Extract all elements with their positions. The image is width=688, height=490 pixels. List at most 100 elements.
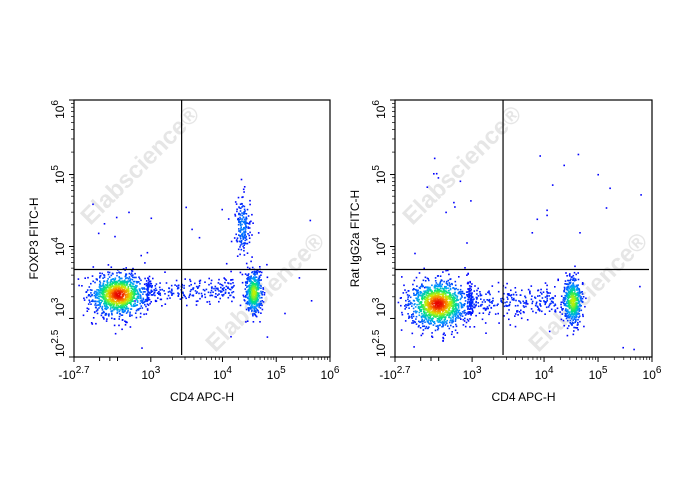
- event-dot: [445, 311, 448, 314]
- event-dot: [567, 310, 569, 312]
- event-dot: [467, 301, 469, 303]
- event-dot: [481, 303, 483, 306]
- event-dot: [416, 290, 418, 293]
- event-dot: [101, 312, 103, 315]
- event-dot: [99, 284, 102, 287]
- event-dot: [197, 300, 199, 302]
- event-dot: [429, 295, 432, 298]
- event-dot: [250, 288, 253, 290]
- event-dot: [424, 290, 427, 292]
- event-dot: [123, 305, 125, 307]
- event-dot: [450, 318, 452, 320]
- x-tick-label: 104: [213, 365, 232, 382]
- event-dot: [114, 297, 117, 300]
- event-dot: [132, 296, 134, 299]
- event-dot: [250, 275, 252, 277]
- event-dot: [546, 294, 548, 297]
- event-dot: [412, 313, 414, 316]
- event-dot: [436, 296, 439, 299]
- event-dot: [239, 234, 242, 237]
- event-dot: [130, 308, 132, 310]
- event-dot: [124, 275, 127, 278]
- event-dot: [239, 221, 242, 223]
- event-dot: [111, 312, 113, 315]
- event-dot: [451, 331, 453, 333]
- event-dot: [128, 293, 131, 296]
- event-dot: [539, 304, 541, 306]
- y-axis-title: FOXP3 FITC-H: [27, 197, 41, 279]
- event-dot: [570, 302, 573, 305]
- event-dot: [148, 275, 151, 278]
- event-dot: [508, 294, 510, 297]
- event-dot: [118, 301, 120, 303]
- event-dot: [243, 254, 246, 256]
- event-dot: [244, 288, 247, 290]
- event-dot: [413, 292, 415, 295]
- event-dot: [471, 300, 474, 303]
- event-dot: [449, 283, 451, 286]
- event-dot: [439, 314, 442, 316]
- event-dot: [411, 305, 413, 307]
- event-dot: [124, 285, 127, 288]
- event-dot: [96, 300, 98, 303]
- event-dot: [184, 295, 186, 298]
- event-dot: [254, 270, 256, 273]
- event-dot: [566, 283, 568, 285]
- event-dot: [415, 297, 417, 299]
- event-dot: [253, 274, 256, 276]
- event-dot: [244, 221, 246, 223]
- event-dot: [232, 286, 234, 288]
- event-dot: [432, 293, 434, 296]
- event-dot: [186, 304, 188, 307]
- event-dot: [434, 285, 437, 287]
- event-dot: [419, 321, 421, 323]
- event-dot: [243, 211, 245, 213]
- event-dot: [154, 289, 156, 292]
- event-dot: [448, 300, 451, 303]
- event-dot: [531, 295, 533, 297]
- event-dot: [434, 295, 437, 298]
- event-dot: [469, 287, 471, 289]
- event-dot: [298, 277, 301, 279]
- event-dot: [89, 301, 91, 303]
- event-dot: [571, 315, 574, 318]
- event-dot: [211, 287, 213, 290]
- event-dot: [428, 310, 430, 312]
- event-dot: [81, 285, 83, 287]
- event-dot: [567, 296, 570, 298]
- event-dot: [251, 305, 254, 308]
- event-dot: [567, 279, 569, 282]
- event-dot: [454, 318, 457, 321]
- event-dot: [428, 312, 431, 315]
- event-dot: [126, 307, 128, 309]
- event-dot: [567, 305, 569, 308]
- event-dot: [407, 300, 410, 303]
- event-dot: [410, 315, 413, 318]
- event-dot: [255, 270, 258, 272]
- tick-base: 10: [374, 105, 388, 119]
- event-dot: [412, 322, 415, 324]
- event-dot: [459, 314, 462, 316]
- event-dot: [251, 234, 253, 236]
- event-dot: [434, 313, 436, 315]
- event-dot: [256, 303, 259, 305]
- event-dot: [435, 282, 438, 284]
- event-dot: [492, 297, 494, 300]
- tick-exponent: 4: [50, 237, 61, 243]
- event-dot: [460, 306, 463, 309]
- event-dot: [553, 305, 556, 307]
- tick-exponent: 5: [50, 165, 61, 171]
- event-dot: [565, 308, 567, 310]
- event-dot: [84, 277, 86, 279]
- event-dot: [468, 293, 470, 295]
- event-dot: [117, 299, 120, 301]
- event-dot: [145, 282, 148, 285]
- event-dot: [444, 303, 447, 305]
- event-dot: [94, 290, 96, 293]
- event-dot: [102, 311, 104, 314]
- event-dot: [96, 294, 98, 297]
- event-dot: [455, 314, 457, 317]
- event-dot: [154, 287, 157, 290]
- event-dot: [400, 329, 403, 331]
